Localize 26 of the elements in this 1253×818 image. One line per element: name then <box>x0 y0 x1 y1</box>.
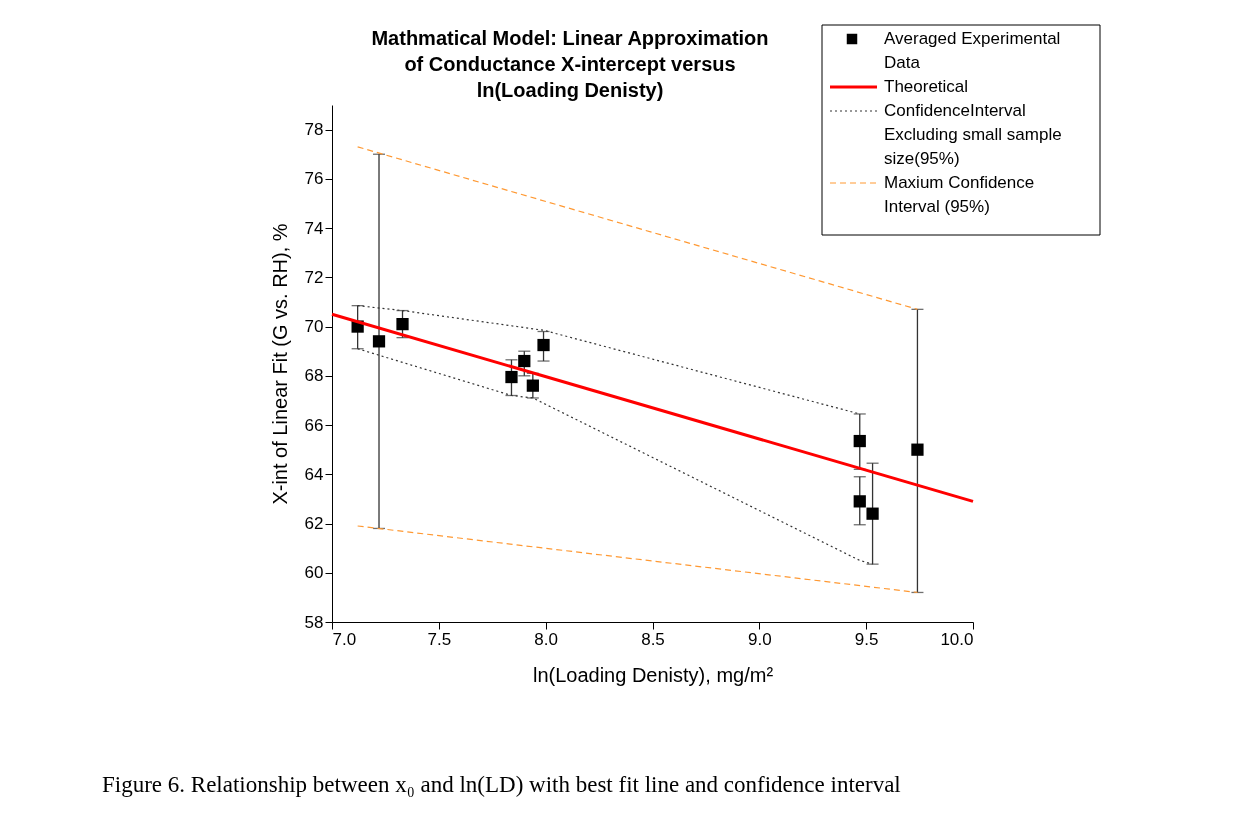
chart-title: Mathmatical Model: Linear Approximation of Conductance X-intercept versus ln(Loading Denisty) <box>371 27 769 101</box>
y-tick-label: 78 <box>304 120 324 140</box>
y-tick-label: 74 <box>304 218 324 238</box>
legend-label: ConfidenceInterval Excluding small sample size(95%) <box>884 101 1062 168</box>
legend-label: Theoretical <box>884 77 969 96</box>
y-tick-label: 68 <box>304 366 324 386</box>
x-tick-label: 7.5 <box>427 629 452 649</box>
y-tick-label: 58 <box>304 612 324 632</box>
y-tick-label: 60 <box>304 563 324 583</box>
x-tick-label: 9.5 <box>854 629 879 649</box>
y-tick-label: 72 <box>304 267 324 287</box>
x-tick-label: 10.0 <box>940 629 974 649</box>
x-tick-label: 7.0 <box>332 629 357 649</box>
y-axis-title: X-int of Linear Fit (G vs. RH), % <box>268 223 291 505</box>
y-tick-label: 70 <box>304 317 324 337</box>
x-tick-label: 8.0 <box>534 629 558 649</box>
legend-label: Averaged Experimental Data <box>884 29 1061 72</box>
x-axis-title: ln(Loading Denisty), mg/m² <box>532 663 774 686</box>
y-tick-label: 66 <box>304 415 324 435</box>
y-tick-label: 62 <box>304 514 324 534</box>
y-tick-label: 64 <box>304 464 324 484</box>
x-tick-label: 9.0 <box>748 629 772 649</box>
y-tick-label: 76 <box>304 169 324 189</box>
legend-label: Maxium Confidence Interval (95%) <box>884 173 1035 216</box>
caption: Figure 6. Relationship between x₀ and ln(LD) with best fit line and confidence interval <box>102 772 901 797</box>
x-tick-label: 8.5 <box>641 629 665 649</box>
